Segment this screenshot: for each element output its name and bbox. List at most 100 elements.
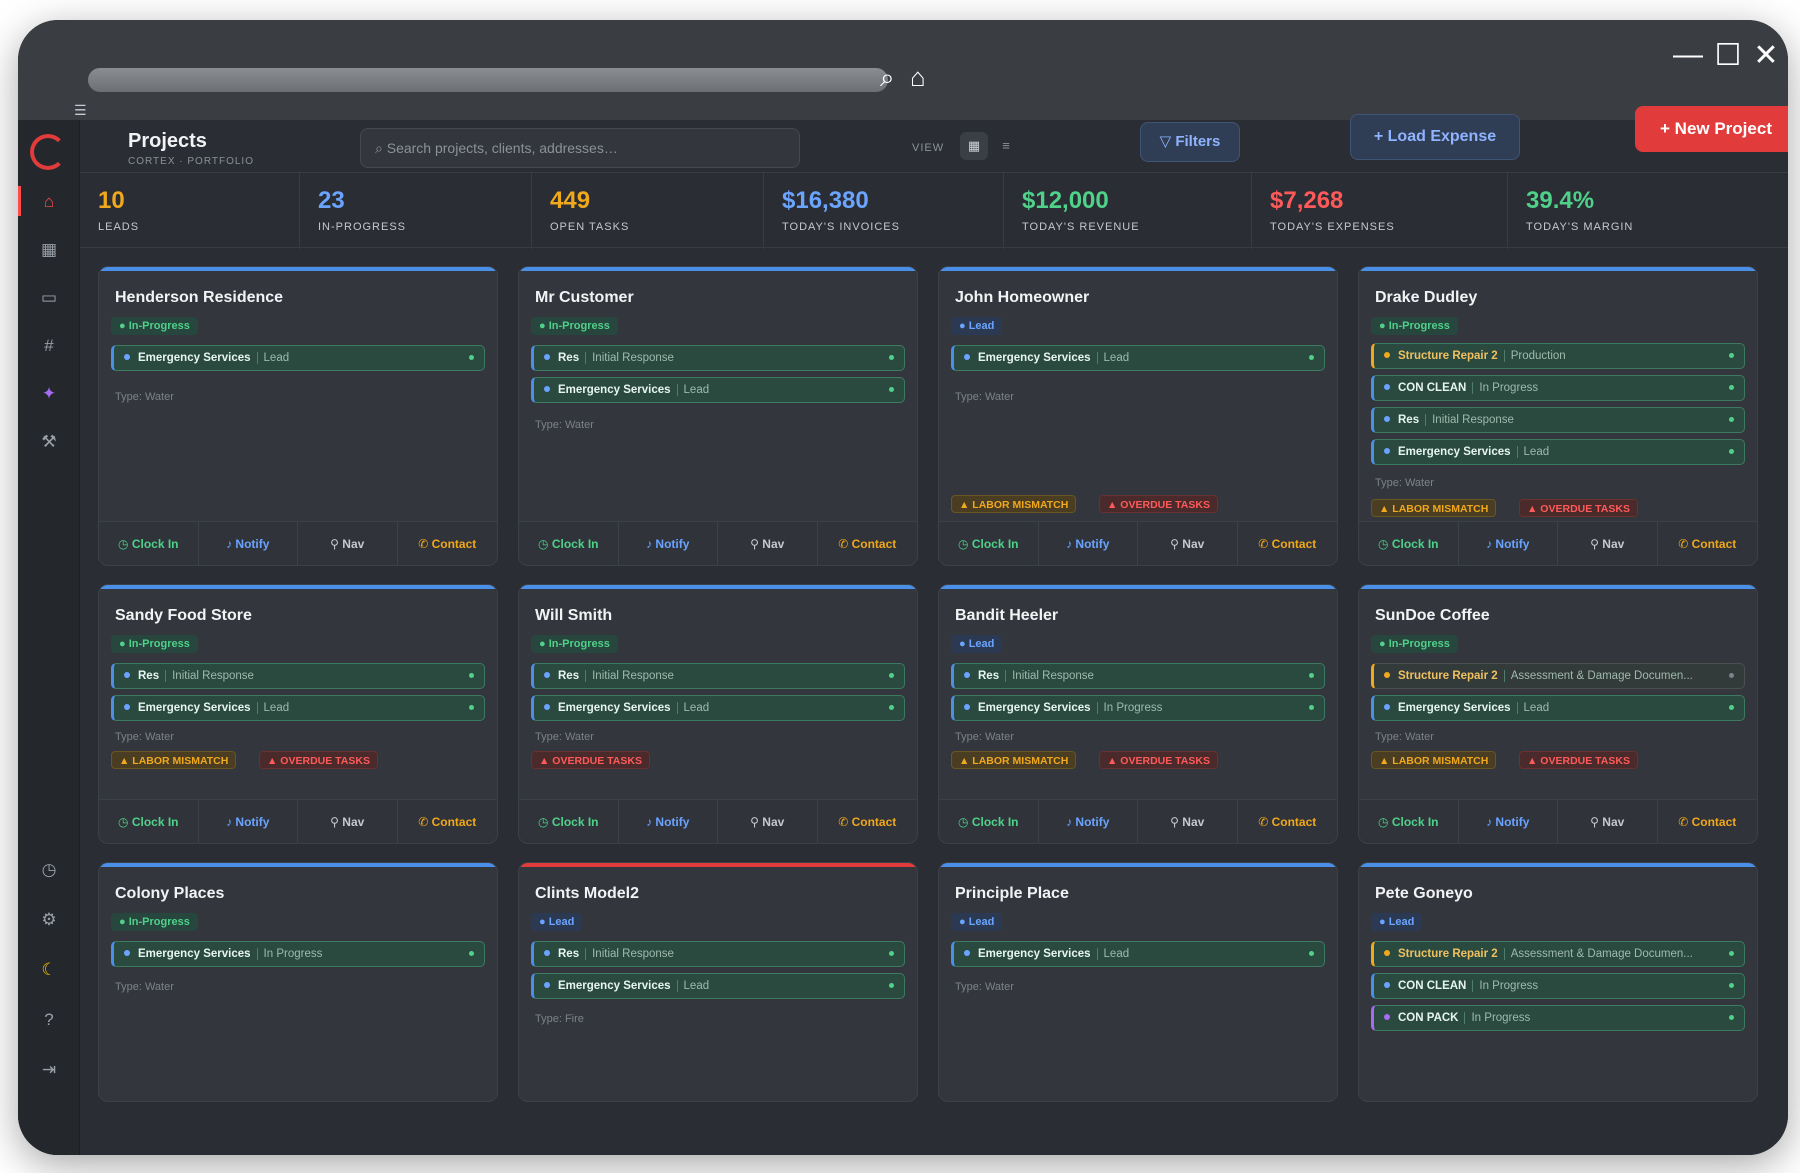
service-row[interactable]: CON CLEAN In Progress [1371, 973, 1745, 999]
nav-button[interactable]: ⚲ Nav [1558, 522, 1658, 565]
clock-in-button[interactable]: ◷ Clock In [519, 522, 619, 565]
service-row[interactable]: Emergency Services In Progress [951, 695, 1325, 721]
contact-button[interactable]: ✆ Contact [1258, 815, 1317, 829]
nav-button[interactable]: ⚲ Nav [1138, 522, 1238, 565]
notify-button[interactable]: ♪ Notify [1039, 800, 1138, 843]
service-row[interactable]: Res Initial Response [951, 663, 1325, 689]
notify-button[interactable]: ♪ Notify [1459, 800, 1558, 843]
clock-in-button[interactable]: ◷ Clock In [939, 800, 1039, 843]
service-row[interactable]: Res Initial Response [1371, 407, 1745, 433]
search-icon[interactable]: ⌕ [880, 62, 895, 92]
service-row[interactable]: Res Initial Response [531, 345, 905, 371]
clock-in-button[interactable]: ◷ Clock In [939, 522, 1039, 565]
clock-in-button[interactable]: ◷ Clock In [1359, 522, 1459, 565]
filters-button[interactable]: ▽ Filters [1140, 122, 1240, 162]
notify-label: Notify [1075, 537, 1110, 551]
notify-button[interactable]: ♪ Notify [619, 800, 718, 843]
clock-in-button[interactable]: ◷ Clock In [99, 800, 199, 843]
service-row[interactable]: Structure Repair 2 Production [1371, 343, 1745, 369]
nav-button[interactable]: ⚲ Nav [1558, 800, 1658, 843]
service-row[interactable]: Emergency Services Lead [951, 345, 1325, 371]
clock-in-button[interactable]: ◷ Clock In [519, 800, 619, 843]
contact-button[interactable]: ✆ Contact [838, 815, 897, 829]
close-icon[interactable]: ✕ [1753, 39, 1779, 72]
service-row[interactable]: Structure Repair 2 Assessment & Damage Do… [1371, 663, 1745, 689]
service-row[interactable]: Emergency Services Lead [531, 973, 905, 999]
site-settings-icon[interactable]: ☰ [74, 102, 87, 118]
project-name: John Homeowner [955, 289, 1090, 306]
clock-in-button[interactable]: ◷ Clock In [99, 522, 199, 565]
minimize-icon[interactable]: — [1673, 38, 1703, 71]
project-card[interactable]: Bandit Heeler ● Lead Res Initial Response… [938, 584, 1338, 844]
service-row[interactable]: Emergency Services Lead [1371, 439, 1745, 465]
address-bar[interactable] [88, 68, 888, 92]
project-card[interactable]: Clints Model2 ● Lead Res Initial Response… [518, 862, 918, 1102]
notify-button[interactable]: ♪ Notify [619, 522, 718, 565]
list-view-icon[interactable]: ≡ [1002, 138, 1010, 153]
chat-nav-icon[interactable]: ▭ [40, 288, 58, 307]
nav-button[interactable]: ⚲ Nav [298, 522, 398, 565]
service-row[interactable]: Emergency Services Lead [531, 377, 905, 403]
service-row[interactable]: Emergency Services Lead [1371, 695, 1745, 721]
service-row[interactable]: Emergency Services Lead [111, 695, 485, 721]
project-card[interactable]: Pete Goneyo ● Lead Structure Repair 2 Ass… [1358, 862, 1758, 1102]
notify-button[interactable]: ♪ Notify [199, 522, 298, 565]
hashtag-nav-icon[interactable]: # [44, 336, 54, 355]
service-indicator [1309, 355, 1314, 360]
logout-nav-icon[interactable]: ⇥ [41, 1060, 57, 1079]
notify-button[interactable]: ♪ Notify [1459, 522, 1558, 565]
contact-button[interactable]: ✆ Contact [838, 537, 897, 551]
contact-button[interactable]: ✆ Contact [1678, 815, 1737, 829]
service-row[interactable]: Res Initial Response [531, 941, 905, 967]
contact-button[interactable]: ✆ Contact [1678, 537, 1737, 551]
service-row[interactable]: Emergency Services Lead [951, 941, 1325, 967]
project-card[interactable]: John Homeowner ● Lead Emergency Services… [938, 266, 1338, 566]
wrench-nav-icon[interactable]: ⚒ [41, 432, 57, 451]
project-card[interactable]: Principle Place ● Lead Emergency Service… [938, 862, 1338, 1102]
load-expense-button[interactable]: + Load Expense [1350, 114, 1520, 160]
nav-button[interactable]: ⚲ Nav [298, 800, 398, 843]
service-row[interactable]: Emergency Services Lead [531, 695, 905, 721]
service-name: Emergency Services [1398, 702, 1511, 714]
grid-view-icon[interactable]: ▦ [960, 132, 988, 160]
project-card[interactable]: Sandy Food Store ● In-Progress Res Initia… [98, 584, 498, 844]
clock-nav-icon[interactable]: ◷ [41, 860, 57, 879]
project-card[interactable]: Drake Dudley ● In-Progress Structure Rep… [1358, 266, 1758, 566]
home-icon[interactable]: ⌂ [910, 62, 926, 92]
contact-button[interactable]: ✆ Contact [418, 815, 477, 829]
service-row[interactable]: Emergency Services In Progress [111, 941, 485, 967]
service-row[interactable]: CON CLEAN In Progress [1371, 375, 1745, 401]
service-row[interactable]: Structure Repair 2 Assessment & Damage Do… [1371, 941, 1745, 967]
project-card[interactable]: SunDoe Coffee ● In-Progress Structure Re… [1358, 584, 1758, 844]
help-nav-icon[interactable]: ? [44, 1010, 54, 1029]
project-card[interactable]: Henderson Residence ● In-Progress Emerge… [98, 266, 498, 566]
nav-button[interactable]: ⚲ Nav [718, 522, 818, 565]
service-row[interactable]: Res Initial Response [111, 663, 485, 689]
service-row[interactable]: CON PACK In Progress [1371, 1005, 1745, 1031]
service-indicator [1729, 353, 1734, 358]
moon-nav-icon[interactable]: ☾ [41, 960, 57, 979]
new-project-button[interactable]: + New Project [1635, 106, 1788, 152]
contact-button[interactable]: ✆ Contact [1258, 537, 1317, 551]
contact-button[interactable]: ✆ Contact [418, 537, 477, 551]
service-row[interactable]: Emergency Services Lead [111, 345, 485, 371]
notify-button[interactable]: ♪ Notify [1039, 522, 1138, 565]
filters-label: Filters [1175, 133, 1221, 150]
gear-nav-icon[interactable]: ⚙ [41, 910, 57, 929]
notify-button[interactable]: ♪ Notify [199, 800, 298, 843]
project-card[interactable]: Colony Places ● In-Progress Emergency Se… [98, 862, 498, 1102]
sparkle-nav-icon[interactable]: ✦ [41, 384, 57, 403]
project-card[interactable]: Mr Customer ● In-Progress Res Initial Res… [518, 266, 918, 566]
project-card[interactable]: Will Smith ● In-Progress Res Initial Resp… [518, 584, 918, 844]
maximize-icon[interactable]: ☐ [1714, 39, 1742, 72]
calendar-nav-icon[interactable]: ▦ [40, 240, 58, 259]
card-actions: ◷ Clock In ♪ Notify ⚲ Nav ✆ Contact [939, 521, 1337, 565]
home-nav-icon[interactable]: ⌂ [18, 186, 80, 216]
clock-in-button[interactable]: ◷ Clock In [1359, 800, 1459, 843]
search-input[interactable]: ⌕ Search projects, clients, addresses… [360, 128, 800, 168]
nav-button[interactable]: ⚲ Nav [1138, 800, 1238, 843]
nav-button[interactable]: ⚲ Nav [718, 800, 818, 843]
card-actions: ◷ Clock In ♪ Notify ⚲ Nav ✆ Contact [519, 799, 917, 843]
card-accent [519, 585, 917, 589]
service-row[interactable]: Res Initial Response [531, 663, 905, 689]
